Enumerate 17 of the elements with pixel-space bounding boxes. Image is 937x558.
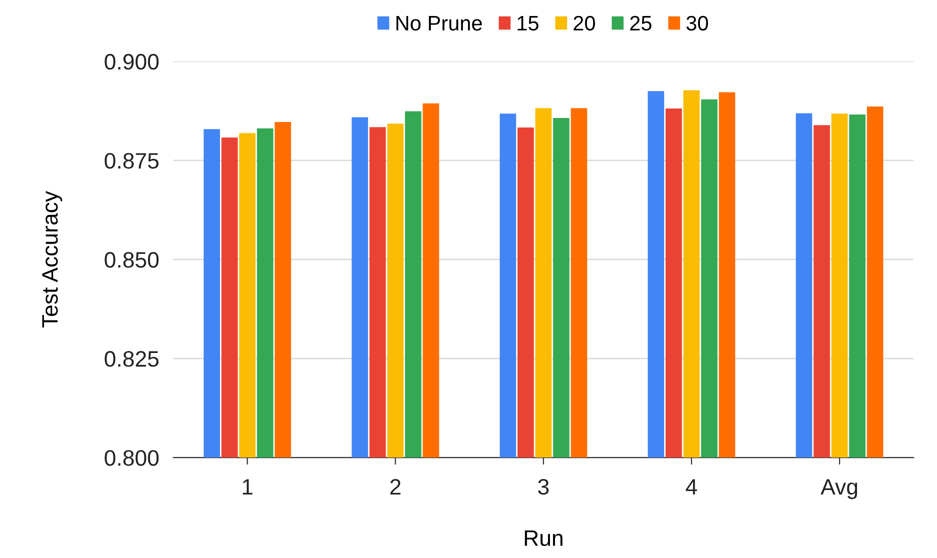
y-tick-label: 0.875 [104, 152, 159, 169]
y-tick-label: 0.800 [104, 450, 159, 466]
legend-label: 30 [686, 16, 708, 31]
legend-label: No Prune [396, 16, 482, 31]
y-axis-title: Test Accuracy [42, 190, 62, 328]
x-tick-label: 3 [538, 478, 549, 495]
x-axis-title: Run [524, 530, 562, 546]
legend-label: 20 [574, 16, 595, 31]
y-tick-label: 0.825 [104, 351, 159, 367]
legend-label: 15 [518, 16, 538, 31]
y-tick-label: 0.900 [104, 54, 159, 70]
x-tick-label: Avg [820, 479, 858, 500]
legend-label: 25 [630, 16, 652, 31]
x-tick-label: 1 [242, 479, 252, 494]
x-tick-label: 2 [390, 478, 400, 494]
x-tick-label: 4 [686, 479, 698, 494]
y-tick-label: 0.850 [104, 252, 159, 268]
